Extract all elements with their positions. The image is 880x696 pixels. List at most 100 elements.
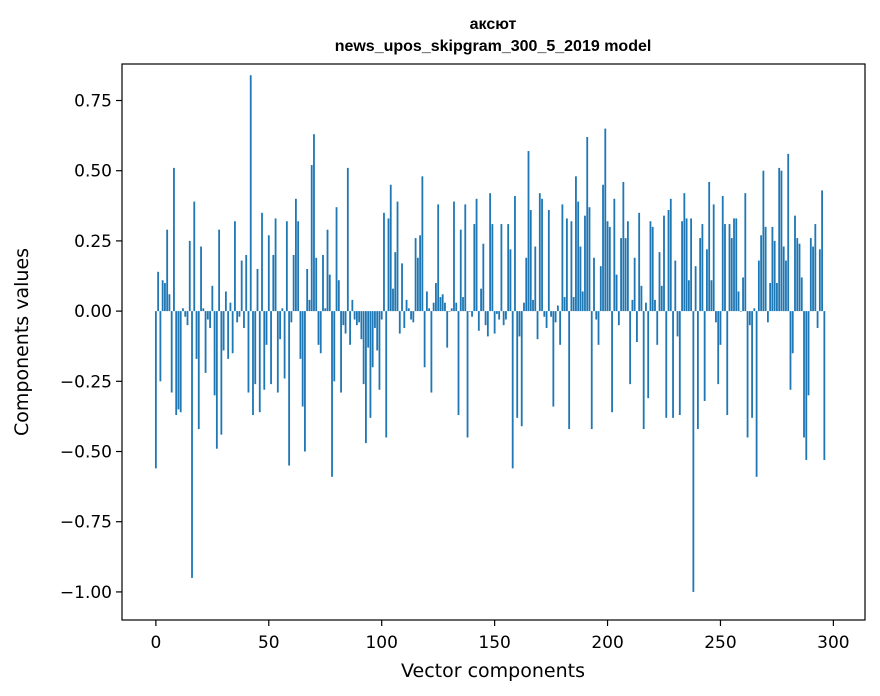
- bar-32: [227, 311, 230, 359]
- bar-13: [184, 311, 187, 317]
- bar-69: [310, 165, 313, 312]
- bar-62: [294, 198, 297, 312]
- bar-75: [324, 308, 327, 312]
- bar-177: [554, 311, 557, 323]
- bar-63: [297, 221, 300, 312]
- bar-22: [204, 311, 207, 373]
- bar-31: [224, 291, 227, 312]
- bar-68: [308, 299, 311, 312]
- bar-17: [193, 201, 196, 312]
- bar-111: [405, 299, 408, 312]
- bar-238: [692, 311, 695, 592]
- bar-121: [428, 308, 431, 312]
- bar-50: [267, 235, 270, 312]
- bar-243: [703, 311, 706, 401]
- bar-136: [462, 297, 464, 312]
- bar-12: [182, 308, 184, 312]
- bar-197: [599, 266, 602, 312]
- bar-261: [744, 193, 747, 312]
- bar-224: [660, 285, 663, 312]
- bar-220: [651, 226, 654, 312]
- bar-35: [234, 221, 236, 312]
- bar-213: [636, 311, 638, 342]
- bar-93: [365, 311, 367, 444]
- bar-65: [301, 311, 304, 407]
- bar-206: [620, 238, 622, 312]
- bar-139: [468, 311, 471, 312]
- bar-44: [254, 311, 257, 385]
- bar-296: [823, 311, 826, 460]
- bar-0: [154, 311, 157, 469]
- bar-293: [816, 311, 819, 328]
- y-tick-label: −0.75: [60, 513, 112, 533]
- x-tick-label: 200: [591, 633, 623, 653]
- bar-38: [240, 260, 243, 312]
- bar-194: [593, 257, 595, 312]
- bar-143: [477, 311, 480, 331]
- bar-108: [398, 311, 401, 334]
- bar-72: [317, 311, 320, 345]
- bar-102: [385, 311, 388, 438]
- bar-80: [335, 207, 338, 312]
- y-tick-label: 0.75: [74, 92, 112, 112]
- bar-145: [482, 243, 485, 312]
- bar-66: [304, 311, 306, 452]
- bar-9: [175, 311, 178, 416]
- bar-20: [200, 246, 202, 312]
- bar-162: [520, 311, 523, 427]
- bar-273: [771, 226, 774, 312]
- bar-216: [642, 311, 645, 430]
- bar-288: [805, 311, 808, 460]
- bar-294: [818, 249, 821, 312]
- bar-142: [475, 198, 478, 312]
- bar-210: [629, 311, 632, 385]
- bar-201: [608, 226, 611, 312]
- bar-245: [708, 181, 711, 312]
- bar-7: [170, 311, 173, 393]
- bar-155: [505, 311, 507, 320]
- bar-258: [737, 291, 740, 312]
- chart-title-line-2: news_upos_skipgram_300_5_2019 model: [335, 38, 652, 55]
- bar-137: [464, 204, 467, 312]
- bar-251: [721, 195, 724, 312]
- bar-231: [676, 311, 679, 337]
- bar-160: [516, 311, 519, 418]
- bar-42: [249, 75, 252, 312]
- bar-73: [319, 311, 322, 354]
- bar-3: [161, 280, 164, 312]
- bar-228: [669, 198, 672, 312]
- bar-217: [645, 302, 647, 312]
- bar-269: [762, 170, 765, 312]
- bar-149: [491, 224, 494, 312]
- bar-58: [285, 221, 288, 312]
- bar-110: [403, 311, 406, 328]
- bar-147: [486, 311, 489, 337]
- bar-60: [290, 311, 293, 323]
- bar-211: [631, 299, 634, 312]
- bar-265: [753, 308, 756, 312]
- bar-91: [360, 311, 363, 340]
- bar-131: [450, 308, 453, 312]
- bar-16: [191, 311, 193, 578]
- y-axis: 0.75 0.50 0.25 0.00 −0.25 −0.50 −0.75 −1.00: [60, 92, 122, 603]
- bar-268: [760, 235, 763, 312]
- bar-202: [611, 311, 613, 413]
- bar-96: [371, 311, 374, 368]
- bar-92: [362, 311, 365, 385]
- bar-23: [206, 311, 209, 320]
- bar-295: [821, 190, 823, 312]
- bar-95: [369, 311, 372, 418]
- bar-49: [265, 311, 268, 345]
- bar-284: [796, 238, 799, 312]
- bar-98: [376, 311, 379, 351]
- bar-275: [776, 283, 778, 312]
- bar-167: [532, 299, 534, 312]
- bar-242: [701, 224, 704, 312]
- bar-244: [706, 249, 708, 312]
- bar-123: [432, 302, 435, 312]
- bar-235: [685, 218, 688, 312]
- bar-74: [322, 254, 324, 312]
- bar-124: [435, 283, 437, 312]
- bar-186: [575, 176, 577, 312]
